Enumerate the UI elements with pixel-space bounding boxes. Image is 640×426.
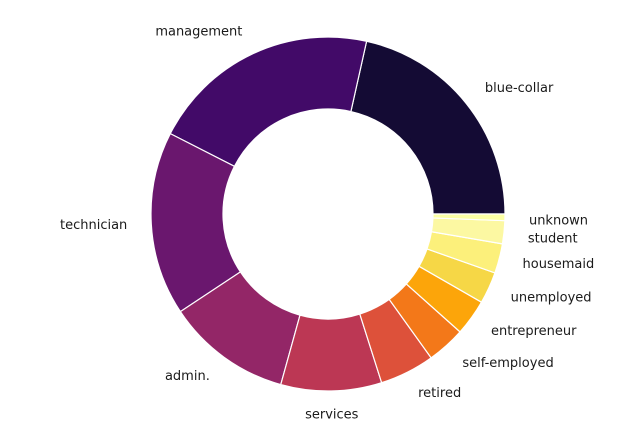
donut-slices: [150, 36, 506, 392]
label-student: student: [528, 231, 578, 246]
label-housemaid: housemaid: [523, 257, 595, 272]
label-retired: retired: [418, 386, 461, 401]
slice-blue-collar: [350, 40, 506, 215]
label-management: management: [155, 25, 242, 40]
label-unknown: unknown: [529, 213, 588, 228]
label-self-employed: self-employed: [462, 356, 553, 371]
label-services: services: [305, 407, 359, 422]
label-admin: admin.: [165, 369, 210, 384]
label-unemployed: unemployed: [511, 290, 592, 305]
label-blue-collar: blue-collar: [485, 81, 554, 96]
label-technician: technician: [60, 218, 127, 233]
slice-management: [169, 36, 368, 168]
slice-unknown: [432, 213, 506, 222]
slice-labels: blue-collar management technician admin. ser…: [60, 25, 594, 423]
label-entrepreneur: entrepreneur: [491, 324, 577, 339]
